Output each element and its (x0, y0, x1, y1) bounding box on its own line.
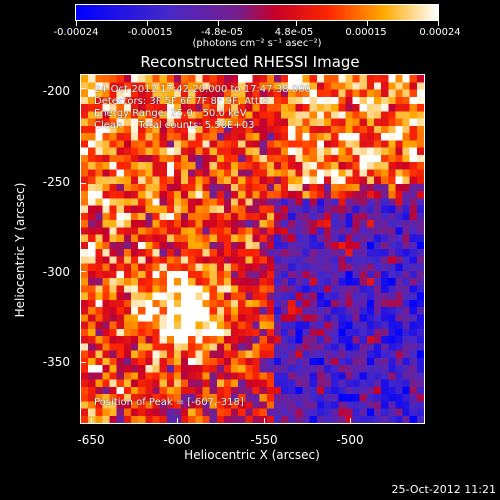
colorbar-tick-label: 0.00024 (419, 27, 461, 38)
x-tick-mark (264, 418, 265, 424)
y-axis-label: Heliocentric Y (arcsec) (13, 182, 27, 318)
y-tick-label: -300 (42, 265, 70, 279)
time-range-text: 24-Oct-2012 17:42:20.000 to 17:47:38.000 (94, 84, 311, 95)
colorbar-frame (75, 4, 439, 21)
y-tick-label: -350 (42, 355, 70, 369)
colorbar-tick-mark (296, 21, 297, 26)
y-tick-mark (80, 183, 86, 184)
colorbar-tick-label: -4.8e-05 (201, 27, 243, 38)
rhessi-image (80, 74, 425, 424)
colorbar-tick-label: 0.00015 (345, 27, 387, 38)
x-tick-mark (177, 418, 178, 424)
x-tick-mark (350, 418, 351, 424)
colorbar-tick-mark (76, 21, 77, 26)
y-tick-label: -250 (42, 175, 70, 189)
colorbar-tick-mark (367, 21, 368, 26)
total-counts-text: Clean Total counts: 5.58E+03 (94, 120, 255, 131)
energy-range-text: Energy Range: 25.0 - 50.0 keV (94, 108, 247, 119)
colorbar-tick-label: -0.00024 (53, 27, 99, 38)
y-tick-mark (80, 271, 86, 272)
x-tick-label: -600 (163, 433, 191, 447)
y-tick-mark (80, 88, 86, 89)
rhessi-image-map (81, 75, 424, 423)
peak-position-text: Position of Peak = [-607,-318] (94, 397, 244, 408)
colorbar-tick-mark (218, 21, 219, 26)
y-tick-label: -200 (42, 84, 70, 98)
colorbar-tick-mark (438, 21, 439, 26)
colorbar-units: (photons cm⁻² s⁻¹ asec⁻²) (192, 38, 322, 49)
x-tick-label: -550 (250, 433, 278, 447)
x-tick-mark (91, 418, 92, 424)
colorbar (76, 5, 438, 20)
x-tick-label: -500 (336, 433, 364, 447)
colorbar-tick-label: 4.8e-05 (274, 27, 314, 38)
colorbar-tick-mark (147, 21, 148, 26)
x-tick-label: -650 (77, 433, 105, 447)
timestamp: 25-Oct-2012 11:21 (391, 483, 496, 496)
y-tick-mark (80, 362, 86, 363)
colorbar-tick-label: -0.00015 (127, 27, 173, 38)
detectors-text: Detectors: 3F 5F 6F 7F 8F 9F, Att 0 (94, 96, 269, 107)
x-axis-label: Heliocentric X (arcsec) (184, 448, 320, 462)
image-title: Reconstructed RHESSI Image (140, 53, 360, 71)
